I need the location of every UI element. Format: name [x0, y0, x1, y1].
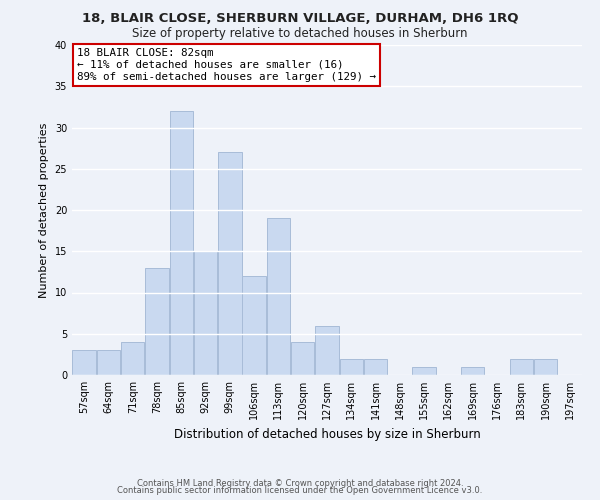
- Bar: [242, 276, 266, 375]
- Bar: [534, 358, 557, 375]
- Bar: [73, 350, 96, 375]
- X-axis label: Distribution of detached houses by size in Sherburn: Distribution of detached houses by size …: [173, 428, 481, 440]
- Bar: [121, 342, 145, 375]
- Bar: [194, 251, 217, 375]
- Bar: [97, 350, 120, 375]
- Bar: [364, 358, 388, 375]
- Bar: [340, 358, 363, 375]
- Text: Contains HM Land Registry data © Crown copyright and database right 2024.: Contains HM Land Registry data © Crown c…: [137, 478, 463, 488]
- Bar: [291, 342, 314, 375]
- Bar: [145, 268, 169, 375]
- Text: 18 BLAIR CLOSE: 82sqm
← 11% of detached houses are smaller (16)
89% of semi-deta: 18 BLAIR CLOSE: 82sqm ← 11% of detached …: [77, 48, 376, 82]
- Text: Size of property relative to detached houses in Sherburn: Size of property relative to detached ho…: [132, 28, 468, 40]
- Text: Contains public sector information licensed under the Open Government Licence v3: Contains public sector information licen…: [118, 486, 482, 495]
- Y-axis label: Number of detached properties: Number of detached properties: [39, 122, 49, 298]
- Text: 18, BLAIR CLOSE, SHERBURN VILLAGE, DURHAM, DH6 1RQ: 18, BLAIR CLOSE, SHERBURN VILLAGE, DURHA…: [82, 12, 518, 26]
- Bar: [218, 152, 242, 375]
- Bar: [266, 218, 290, 375]
- Bar: [315, 326, 339, 375]
- Bar: [461, 367, 484, 375]
- Bar: [509, 358, 533, 375]
- Bar: [170, 111, 193, 375]
- Bar: [412, 367, 436, 375]
